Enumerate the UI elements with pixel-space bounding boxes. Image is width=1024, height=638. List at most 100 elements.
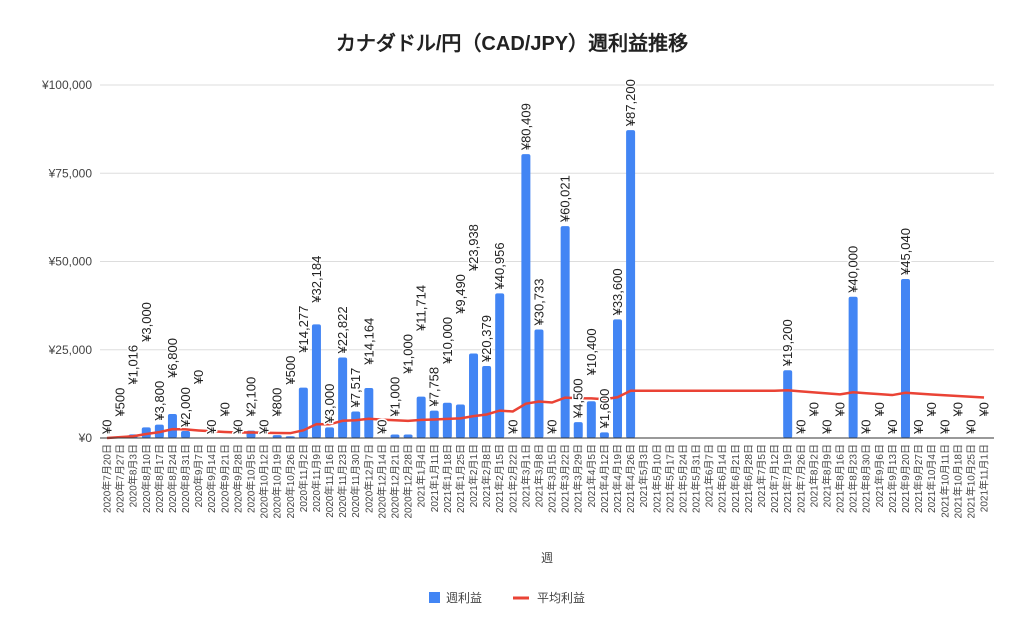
data-label: ¥3,800 <box>152 381 167 422</box>
x-tick-label: 2021年3月15日 <box>546 444 559 513</box>
x-tick-label: 2021年8月30日 <box>860 444 873 513</box>
x-tick-label: 2021年7月26日 <box>794 444 807 513</box>
x-tick-label: 2021年5月10日 <box>650 444 663 513</box>
bar <box>167 413 177 438</box>
bar <box>599 432 609 438</box>
data-label: ¥20,379 <box>479 315 494 363</box>
bar <box>586 401 596 438</box>
bar <box>469 353 479 438</box>
x-tick-label: 2021年8月9日 <box>820 444 833 507</box>
y-tick-label: ¥25,000 <box>48 343 93 357</box>
data-labels: ¥0 ¥500 ¥1,016 ¥3,000 ¥3,800 ¥6,800 ¥2,000 ¥0 ¥0… <box>98 78 993 437</box>
x-tick-label: 2020年7月20日 <box>101 444 114 513</box>
bar <box>534 329 544 438</box>
x-tick-label: 2020年9月21日 <box>218 444 231 513</box>
bar <box>626 130 636 438</box>
data-label: ¥14,277 <box>296 306 311 354</box>
x-tick-label: 2021年3月1日 <box>519 444 532 507</box>
x-tick-label: 2021年10月11日 <box>938 444 951 518</box>
data-label: ¥1,000 <box>387 377 402 418</box>
bar <box>442 402 452 438</box>
data-label: ¥0 <box>793 420 808 435</box>
x-tick-label: 2021年4月19日 <box>611 444 624 513</box>
x-tick-label: 2020年11月23日 <box>336 444 349 518</box>
x-tick-label: 2021年8月23日 <box>847 444 860 513</box>
data-label: ¥0 <box>806 402 821 417</box>
x-tick-label: 2020年12月28日 <box>402 444 415 519</box>
bar <box>783 370 793 438</box>
line-series <box>106 388 985 440</box>
y-tick-label: ¥75,000 <box>48 166 93 180</box>
x-tick-label: 2021年9月27日 <box>912 444 925 513</box>
data-label: ¥22,822 <box>335 306 350 354</box>
x-tick-label: 2020年9月7日 <box>192 444 205 507</box>
gridlines <box>100 84 994 351</box>
x-tick-label: 2020年8月3日 <box>127 444 140 507</box>
y-tick-label: ¥0 <box>78 431 93 445</box>
data-label: ¥0 <box>833 402 848 417</box>
legend-swatch-bar <box>429 592 440 603</box>
x-tick-label: 2021年10月25日 <box>964 444 977 519</box>
data-label: ¥19,200 <box>780 319 795 367</box>
x-tick-label: 2021年5月31日 <box>690 444 703 513</box>
data-label: ¥0 <box>100 420 115 435</box>
data-label: ¥0 <box>924 402 939 417</box>
x-tick-label: 2021年9月13日 <box>886 444 899 513</box>
data-label: ¥0 <box>950 402 965 417</box>
data-label: ¥14,164 <box>361 318 376 366</box>
data-label: ¥33,600 <box>610 268 625 316</box>
x-tick-label: 2021年7月12日 <box>768 444 781 513</box>
x-tick-label: 2021年2月8日 <box>480 444 493 507</box>
x-tick-label: 2020年8月24日 <box>166 444 179 513</box>
bar <box>455 404 465 438</box>
bar <box>311 324 321 438</box>
x-tick-label: 2020年10月12日 <box>258 444 271 519</box>
data-label: ¥500 <box>113 388 128 418</box>
data-label: ¥3,000 <box>139 302 154 343</box>
data-label: ¥2,100 <box>243 377 258 418</box>
legend-label-average: 平均利益 <box>537 591 585 605</box>
y-axis-ticks: ¥0 ¥25,000 ¥50,000 ¥75,000 ¥100,000 <box>41 78 92 445</box>
bar <box>272 435 282 438</box>
x-tick-label: 2021年11月1日 <box>978 444 991 512</box>
x-tick-label: 2020年12月14日 <box>375 444 388 519</box>
x-tick-label: 2021年3月29日 <box>572 444 585 513</box>
bar <box>848 296 858 438</box>
x-tick-label: 2021年10月4日 <box>925 444 938 513</box>
data-label: ¥0 <box>819 420 834 435</box>
x-tick-label: 2021年1月4日 <box>415 444 428 507</box>
data-label: ¥9,490 <box>453 274 468 315</box>
x-tick-label: 2021年6月14日 <box>716 444 729 513</box>
data-label: ¥0 <box>977 402 992 417</box>
x-tick-label: 2020年11月2日 <box>297 444 310 512</box>
x-tick-label: 2021年8月16日 <box>834 444 847 513</box>
x-tick-label: 2020年11月9日 <box>310 444 323 512</box>
x-tick-label: 2020年9月28日 <box>231 444 244 513</box>
y-tick-label: ¥100,000 <box>41 78 92 92</box>
bar <box>560 226 570 438</box>
x-tick-label: 2021年10月18日 <box>951 444 964 519</box>
data-label: ¥1,016 <box>126 345 141 386</box>
x-tick-label: 2021年8月2日 <box>807 444 820 507</box>
x-tick-label: 2021年4月12日 <box>598 444 611 513</box>
x-tick-label: 2021年1月25日 <box>454 444 467 513</box>
data-label: ¥1,000 <box>401 334 416 375</box>
data-label: ¥500 <box>283 356 298 386</box>
data-label: ¥23,938 <box>466 224 481 272</box>
data-label: ¥0 <box>191 370 206 385</box>
chart-title: カナダドル/円（CAD/JPY）週利益推移 <box>336 31 688 55</box>
x-tick-label: 2021年9月20日 <box>899 444 912 513</box>
data-label: ¥4,500 <box>571 378 586 419</box>
x-tick-label: 2021年6月28日 <box>742 444 755 513</box>
x-axis-ticks: 2020年7月20日 2020年7月27日 2020年8月3日 2020年8月10日 2… <box>101 444 991 519</box>
data-label: ¥0 <box>505 420 520 435</box>
x-tick-label: 2021年3月8日 <box>532 444 545 507</box>
bar <box>181 430 191 438</box>
x-tick-label: 2020年11月30日 <box>349 444 362 518</box>
x-tick-label: 2020年8月17日 <box>153 444 166 513</box>
x-tick-label: 2020年8月10日 <box>140 444 153 513</box>
data-label: ¥0 <box>963 420 978 435</box>
bar <box>900 279 910 438</box>
data-label: ¥45,040 <box>898 228 913 276</box>
